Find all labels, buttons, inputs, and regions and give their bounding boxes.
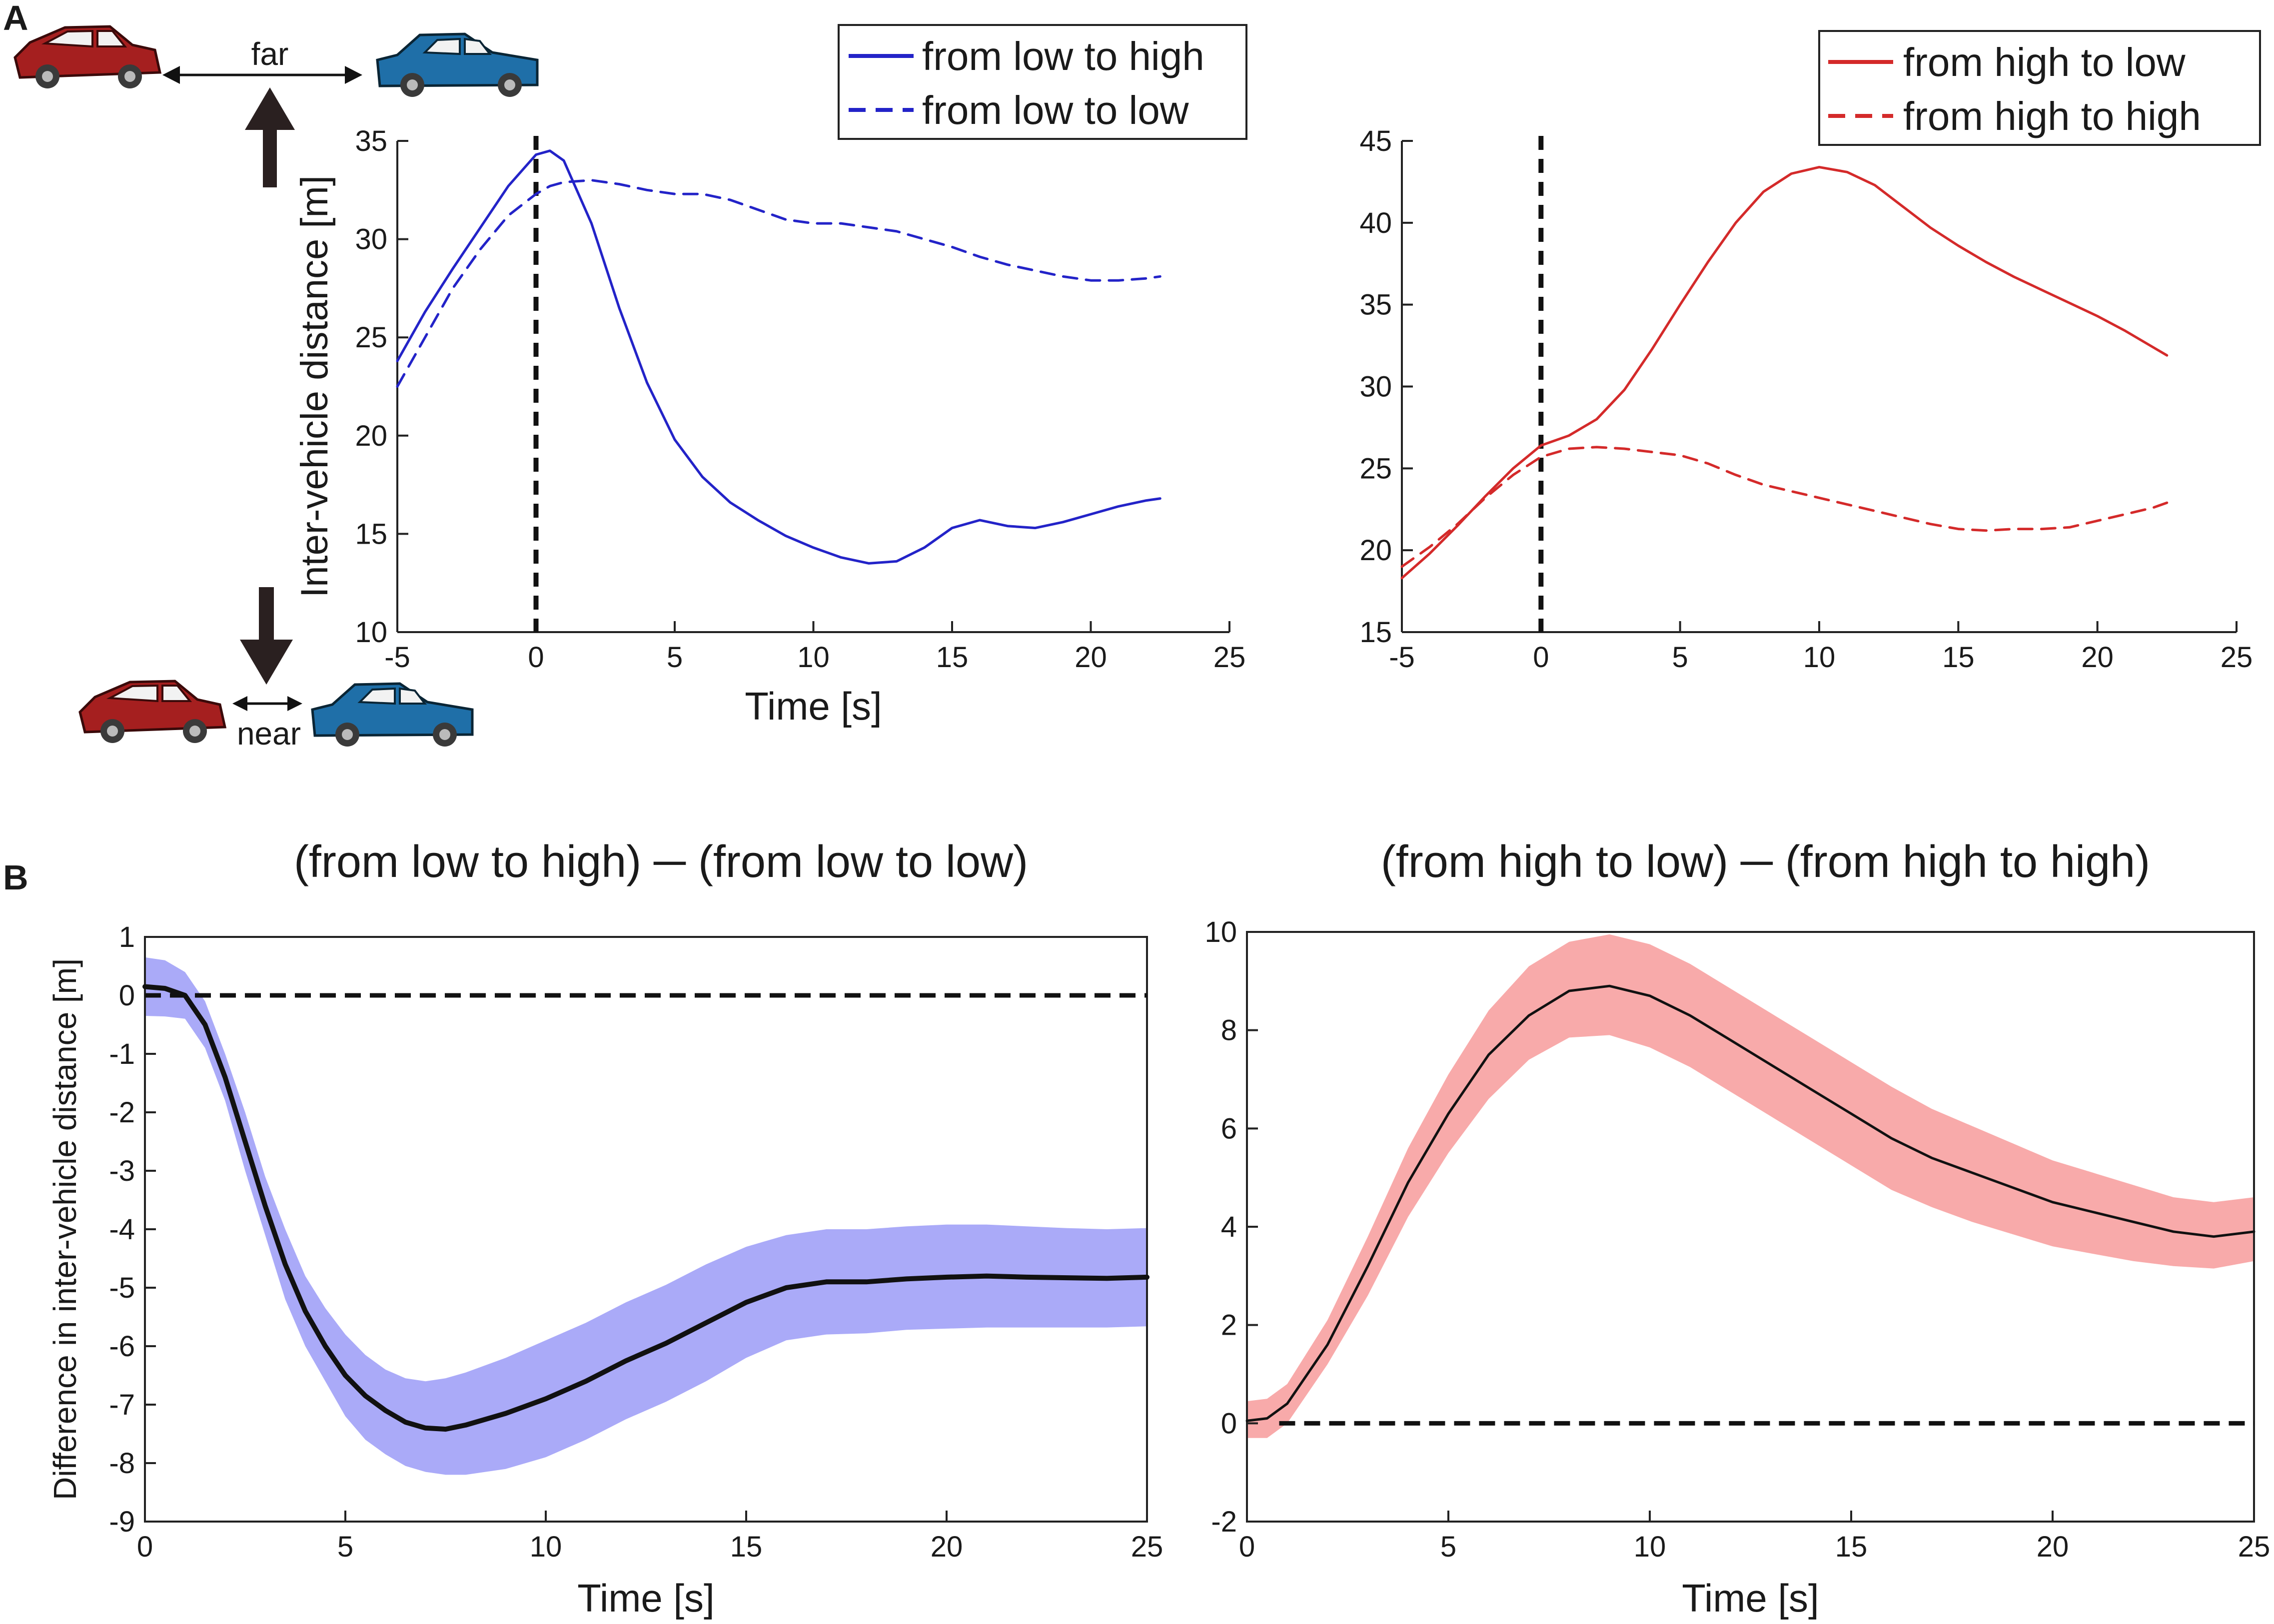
x-tick-label: 10 <box>530 1531 562 1563</box>
x-tick-label: 5 <box>1440 1531 1456 1563</box>
near-label: near <box>237 716 301 752</box>
x-tick-label: 20 <box>2081 641 2114 674</box>
y-tick-label: 0 <box>119 979 135 1012</box>
y-tick-label: 25 <box>355 321 387 354</box>
y-tick-label: -5 <box>109 1272 135 1304</box>
x-tick-label: 15 <box>1942 641 1975 674</box>
series-line-dashed <box>396 179 1161 388</box>
x-axis-title: Time [s] <box>577 1576 714 1620</box>
y-tick-label: -7 <box>109 1389 135 1421</box>
x-tick-label: 0 <box>1533 641 1549 674</box>
y-tick-label: -2 <box>109 1096 135 1129</box>
x-tick-label: 15 <box>730 1531 763 1563</box>
series-line-solid <box>1400 165 2169 580</box>
chart-title: (from low to high) ─ (from low to low) <box>294 837 1028 887</box>
y-tick-label: -3 <box>109 1155 135 1187</box>
chart-title: (from high to low) ─ (from high to high) <box>1381 837 2150 887</box>
far-label: far <box>251 36 289 72</box>
legend-a-left: from low to high from low to low <box>838 24 1247 140</box>
x-tick-label: 10 <box>797 641 830 674</box>
x-tick-label: 25 <box>1131 1531 1163 1563</box>
car-far-illustration: far <box>13 25 539 187</box>
x-tick-label: 20 <box>1075 641 1107 674</box>
x-tick-label: 20 <box>2037 1531 2069 1563</box>
y-tick-label: 10 <box>355 616 387 649</box>
series-line-dashed <box>1400 446 2169 568</box>
y-tick-label: 0 <box>1221 1407 1237 1440</box>
y-tick-label: -6 <box>109 1330 135 1363</box>
chart-inter-vehicle-low: -5 0 5 10 15 20 25 10 15 20 25 30 35 Time [s] Inter-ve… <box>293 125 1245 728</box>
y-tick-label: 30 <box>355 223 387 256</box>
y-tick-label: -1 <box>109 1038 135 1070</box>
y-tick-label: 4 <box>1221 1211 1237 1243</box>
red-car-icon <box>13 25 162 88</box>
y-tick-label: -9 <box>109 1506 135 1538</box>
x-axis-title: Time [s] <box>745 684 882 728</box>
y-tick-label: 35 <box>1359 289 1392 321</box>
y-tick-label: 8 <box>1221 1014 1237 1047</box>
red-car-icon <box>78 680 227 743</box>
chart-difference-low: 0 5 10 15 20 25 -9 -8 -7 -6 -5 -4 -3 -2 -1 0 1 Time [s] Di… <box>47 837 1163 1620</box>
y-axis-title: Difference in inter-vehicle distance [m] <box>47 958 83 1500</box>
y-tick-label: 45 <box>1359 125 1392 157</box>
blue-car-icon <box>376 32 539 97</box>
x-axis-title: Time [s] <box>1682 1576 1819 1620</box>
y-tick-label: -4 <box>109 1213 135 1246</box>
x-tick-label: 15 <box>1835 1531 1868 1563</box>
y-tick-label: 6 <box>1221 1112 1237 1145</box>
y-tick-label: 10 <box>1204 916 1237 948</box>
panel-b-label: B <box>3 858 28 897</box>
legend-label-high-to-low: from high to low <box>1903 40 2186 84</box>
x-tick-label: 0 <box>137 1531 153 1563</box>
legend-a-right: from high to low from high to high <box>1818 30 2261 146</box>
x-tick-label: 15 <box>936 641 969 674</box>
panel-a-label: A <box>3 0 28 37</box>
y-tick-label: 15 <box>355 518 387 550</box>
blue-car-icon <box>311 682 474 747</box>
x-tick-label: 5 <box>337 1531 353 1563</box>
chart-inter-vehicle-high: -5 0 5 10 15 20 25 15 20 25 30 35 40 45 <box>1359 125 2253 674</box>
down-arrow-icon <box>240 587 293 685</box>
x-tick-label: 10 <box>1634 1531 1666 1563</box>
y-tick-label: 1 <box>119 921 135 953</box>
legend-label-low-to-low: from low to low <box>922 88 1189 132</box>
x-tick-label: -5 <box>1389 641 1415 674</box>
y-tick-label: 40 <box>1359 207 1392 239</box>
y-tick-label: 30 <box>1359 371 1392 403</box>
y-tick-label: 20 <box>355 420 387 452</box>
x-tick-label: 5 <box>1672 641 1688 674</box>
confidence-band <box>145 957 1147 1475</box>
series-line-mean <box>142 984 1149 1432</box>
x-tick-label: 25 <box>1213 641 1246 674</box>
series-line-mean <box>1245 984 2256 1422</box>
y-tick-label: 2 <box>1221 1309 1237 1342</box>
x-tick-label: 20 <box>931 1531 963 1563</box>
x-tick-label: 10 <box>1803 641 1836 674</box>
y-tick-label: -2 <box>1211 1506 1237 1538</box>
y-tick-label: 15 <box>1359 616 1392 649</box>
x-tick-label: -5 <box>384 641 410 674</box>
y-axis-title: Inter-vehicle distance [m] <box>293 175 336 598</box>
x-tick-label: 25 <box>2238 1531 2271 1563</box>
legend-label-high-to-high: from high to high <box>1903 94 2201 138</box>
confidence-band <box>1247 934 2254 1438</box>
y-tick-label: 25 <box>1359 452 1392 485</box>
legend-label-low-to-high: from low to high <box>922 34 1204 78</box>
y-tick-label: -8 <box>109 1447 135 1480</box>
y-tick-label: 35 <box>355 125 387 157</box>
up-arrow-icon <box>245 87 295 187</box>
x-tick-label: 0 <box>1239 1531 1255 1563</box>
x-tick-label: 25 <box>2221 641 2253 674</box>
y-tick-label: 20 <box>1359 534 1392 567</box>
x-tick-label: 5 <box>667 641 683 674</box>
car-near-illustration: near <box>78 587 474 752</box>
x-tick-label: 0 <box>528 641 544 674</box>
series-line-solid <box>396 149 1161 565</box>
